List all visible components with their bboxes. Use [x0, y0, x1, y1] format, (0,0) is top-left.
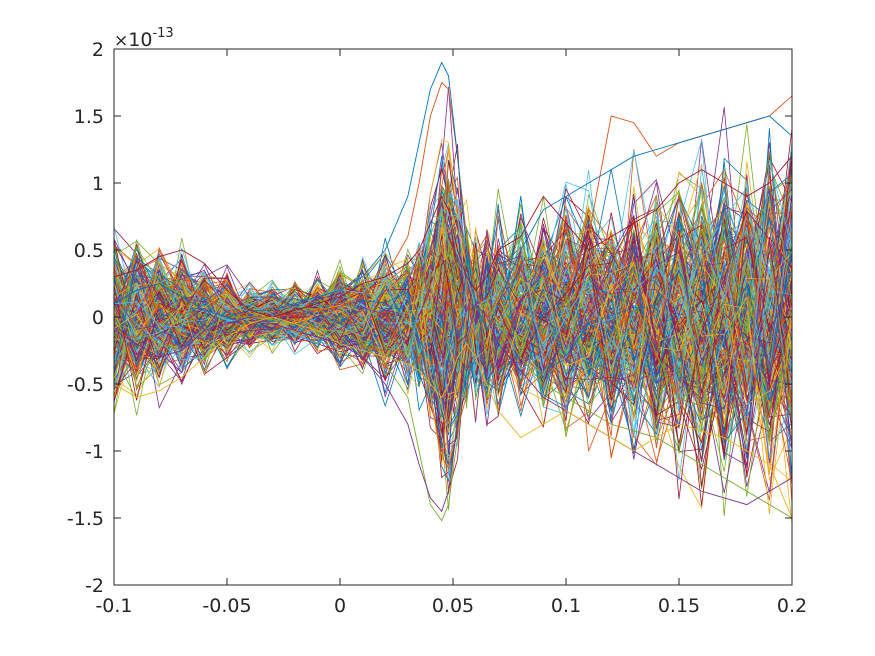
- x-tick-label: 0.15: [658, 595, 700, 617]
- series-line: [114, 302, 792, 522]
- x-tick-label: 0.1: [551, 595, 581, 617]
- trace-line: [114, 248, 792, 462]
- y-tick-label: -1.5: [67, 508, 104, 530]
- axes: [113, 48, 793, 586]
- scale-prefix: ×: [114, 31, 128, 51]
- series-line: [114, 316, 792, 519]
- trace-line: [114, 155, 792, 406]
- series-line: [114, 155, 792, 318]
- trace-line: [114, 173, 792, 414]
- y-tick-label: 0.5: [74, 240, 104, 262]
- trace-line: [114, 173, 792, 408]
- trace-line: [114, 150, 792, 432]
- trace-line: [114, 222, 792, 497]
- trace-line: [114, 239, 792, 468]
- plot-lines: [114, 61, 792, 525]
- y-tick-label: -2: [85, 575, 104, 597]
- x-tick-label: -0.05: [202, 595, 251, 617]
- svg-text:×10-13: ×10-13: [114, 26, 174, 51]
- trace-line: [114, 203, 792, 444]
- x-tick-label: 0: [334, 595, 346, 617]
- trace-line: [114, 160, 792, 425]
- trace-line: [114, 188, 792, 434]
- y-tick-label: -0.5: [67, 374, 104, 396]
- y-scale-factor: ×10-13: [114, 26, 174, 51]
- y-tick-label: 2: [92, 39, 104, 61]
- y-tick-label: 1.5: [74, 106, 104, 128]
- trace-line: [114, 208, 792, 424]
- tick-labels: -0.1 -0.05 0 0.05 0.1 0.15 0.2 -2 -1.5 -1 -0.5 0 0.5…: [67, 39, 807, 617]
- x-tick-label: 0.2: [777, 595, 807, 617]
- y-tick-label: 0: [92, 307, 104, 329]
- trace-line: [114, 192, 792, 459]
- y-tick-label: -1: [85, 441, 104, 463]
- trace-line: [114, 243, 792, 408]
- trace-line: [114, 240, 792, 415]
- x-tick-label: -0.1: [95, 595, 132, 617]
- scale-exponent: -13: [152, 26, 173, 41]
- trace-line: [114, 212, 792, 405]
- series-line: [114, 81, 792, 319]
- scale-base: 10: [128, 29, 152, 51]
- series-line: [114, 61, 792, 332]
- x-tick-label: 0.05: [432, 595, 474, 617]
- trace-line: [114, 208, 792, 470]
- trace-line: [114, 236, 792, 461]
- series-line: [114, 302, 792, 513]
- y-tick-label: 1: [92, 173, 104, 195]
- trace-line: [114, 179, 792, 385]
- trace-line: [114, 195, 792, 455]
- trace-line: [114, 186, 792, 433]
